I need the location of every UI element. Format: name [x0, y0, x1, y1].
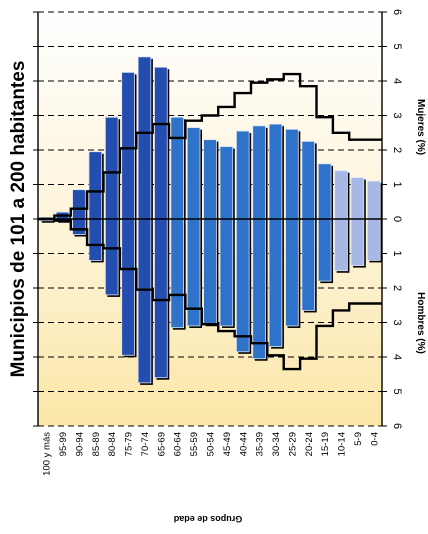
bar-men [252, 218, 266, 360]
age-group-label: 95-99 [58, 432, 69, 456]
value-tick-label: 2 [391, 147, 403, 153]
value-tick-label: 1 [391, 250, 403, 256]
age-group-label: 35-39 [255, 432, 266, 456]
age-group-label: 100 y más [42, 432, 53, 476]
bar-women [72, 189, 86, 220]
bar-women [137, 56, 152, 220]
bar-women [104, 116, 119, 220]
bar-men [154, 218, 168, 379]
bar-women [170, 116, 185, 220]
bar-men [367, 218, 381, 261]
age-group-label: 40-44 [238, 432, 249, 456]
bar-women [317, 163, 332, 220]
bar-men [186, 218, 201, 327]
value-tick-label: 1 [391, 181, 403, 187]
bar-women [367, 180, 381, 220]
bar-women [350, 177, 365, 220]
age-group-label: 30-34 [271, 432, 282, 456]
age-group-label: 0-4 [369, 432, 380, 446]
bar-men [301, 218, 316, 311]
age-group-label: 55-59 [189, 432, 200, 456]
age-group-label: 85-89 [91, 432, 102, 456]
bar-men [334, 218, 348, 272]
age-group-label: 60-64 [173, 432, 184, 456]
bar-women [334, 170, 348, 220]
reference-line-men [38, 217, 382, 371]
value-tick-label: 6 [391, 9, 403, 15]
bar-women [88, 151, 103, 220]
value-tick-label: 5 [391, 43, 403, 49]
bar-men [285, 218, 299, 327]
bar-women [203, 139, 217, 220]
age-group-label: 20-24 [304, 432, 315, 456]
bar-women [268, 123, 283, 220]
value-tick-label: 6 [391, 423, 403, 429]
bar-men [317, 218, 332, 282]
bar-men [219, 218, 234, 327]
age-group-label: 90-94 [74, 432, 85, 456]
age-group-label: 75-79 [124, 432, 135, 456]
bar-men [104, 218, 119, 296]
value-tick-label: 5 [391, 388, 403, 394]
bar-men [350, 218, 365, 266]
axis-title-women: Mujeres (%) [415, 99, 426, 155]
bar-men [72, 218, 86, 235]
bar-men [203, 218, 217, 325]
age-group-label: 5-9 [353, 432, 364, 446]
bar-men [170, 218, 185, 329]
value-tick-label: 4 [391, 78, 403, 84]
bar-men [235, 218, 250, 353]
labels: 6 5 4 3 2 1 0 1 2 3 4 5 6 100 y más 95-99 90-94 85-89 80-… [42, 9, 403, 476]
axis-title-men: Hombres (%) [415, 292, 426, 354]
bar-shadow-men [41, 221, 55, 223]
age-group-label: 80-84 [107, 432, 118, 456]
age-group-label: 70-74 [140, 432, 151, 456]
age-group-label: 50-54 [206, 432, 217, 456]
bar-women [285, 128, 299, 220]
bar-women [186, 127, 201, 220]
bar-men [137, 218, 152, 384]
bars [39, 56, 383, 385]
age-group-label: 25-29 [287, 432, 298, 456]
axes [33, 11, 387, 427]
axis-title-age-groups: Grupos de edad [174, 514, 243, 524]
age-group-label: 45-49 [222, 432, 233, 456]
reference-line-women [38, 72, 382, 221]
value-tick-label: 2 [391, 285, 403, 291]
bar-men [121, 218, 135, 356]
reference-lines [38, 72, 382, 371]
value-tick-label: 4 [391, 354, 403, 360]
bar-women [219, 146, 234, 220]
chart-title: Municipios de 101 a 200 habitantes [8, 61, 29, 378]
age-group-label: 15-19 [320, 432, 331, 456]
bar-women [252, 125, 266, 220]
bar-women [121, 71, 135, 220]
value-tick-label: 3 [391, 112, 403, 118]
bar-women [301, 140, 316, 220]
age-group-label: 10-14 [337, 432, 348, 456]
bar-women [235, 130, 250, 220]
value-tick-label: 0 [391, 216, 403, 222]
value-tick-label: 3 [391, 319, 403, 325]
age-group-label: 65-69 [156, 432, 167, 456]
bar-women [154, 66, 168, 220]
bar-men [88, 218, 103, 261]
bar-men [268, 218, 283, 348]
